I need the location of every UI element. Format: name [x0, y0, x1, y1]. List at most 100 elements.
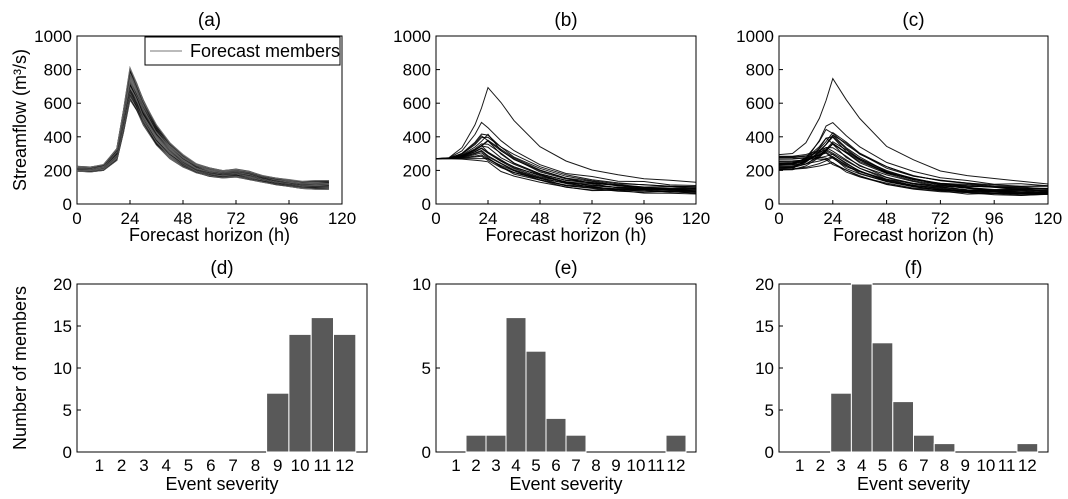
- x-tick-label: 72: [931, 209, 950, 228]
- panel-a-hydrograph: (a) 0 200 400 600 800 1000 0 24 48 72 96 120 Forecast…: [10, 10, 356, 245]
- panel-title: (c): [902, 10, 924, 31]
- panel-title: (e): [554, 258, 577, 279]
- x-tick-label: 48: [877, 209, 896, 228]
- y-tick-label: 5: [422, 359, 431, 378]
- x-tick-label: 120: [1034, 209, 1062, 228]
- x-axis-label: Forecast horizon (h): [485, 225, 646, 245]
- x-tick-label: 11: [314, 456, 332, 475]
- x-tick-label: 5: [878, 456, 887, 475]
- bar-severity-5: [525, 350, 547, 453]
- x-tick-label: 2: [117, 456, 126, 475]
- x-tick-label: 3: [139, 456, 148, 475]
- legend: Forecast members: [144, 36, 341, 66]
- y-tick-label: 200: [403, 161, 431, 180]
- y-tick-label: 600: [44, 94, 72, 113]
- x-tick-label: 11: [647, 456, 665, 475]
- x-tick-label: 72: [227, 209, 246, 228]
- y-tick-label: 20: [755, 275, 774, 294]
- bar-severity-2: [465, 434, 487, 453]
- forecast-member-line: [435, 86, 697, 183]
- y-tick-label: 0: [422, 443, 431, 462]
- y-tick-label: 0: [422, 195, 431, 214]
- plot-frame: [778, 35, 1049, 205]
- forecast-member-line: [436, 158, 697, 193]
- forecast-member-line: [778, 156, 1049, 195]
- forecast-member-line: [76, 68, 329, 183]
- y-tick-label: 0: [765, 443, 774, 462]
- bar-severity-3: [830, 392, 852, 453]
- forecast-member-line: [76, 98, 329, 190]
- forecast-member-line: [779, 161, 1049, 196]
- forecast-member-line: [778, 136, 1049, 192]
- x-tick-label: 24: [479, 209, 498, 228]
- y-tick-label: 0: [63, 195, 72, 214]
- x-tick-label: 7: [571, 456, 580, 475]
- y-tick-label: 10: [412, 275, 431, 294]
- forecast-member-line: [435, 121, 697, 186]
- x-tick-label: 2: [471, 456, 480, 475]
- x-tick-label: 1: [795, 456, 804, 475]
- y-tick-label: 800: [44, 61, 72, 80]
- y-tick-label: 1000: [393, 27, 431, 46]
- forecast-member-line: [435, 136, 697, 188]
- bars: [266, 317, 357, 453]
- x-axis-label: Forecast horizon (h): [833, 225, 994, 245]
- forecast-member-line: [76, 98, 329, 190]
- bar-severity-4: [505, 317, 527, 453]
- bar-severity-4: [850, 283, 873, 453]
- x-tick-label: 12: [667, 456, 686, 475]
- x-tick-label: 11: [998, 456, 1016, 475]
- y-tick-label: 5: [63, 401, 72, 420]
- panel-title: (d): [210, 258, 233, 279]
- x-tick-label: 2: [816, 456, 825, 475]
- forecast-member-line: [76, 65, 329, 182]
- x-tick-label: 4: [857, 456, 866, 475]
- x-tick-label: 0: [72, 209, 81, 228]
- bar-severity-6: [892, 401, 914, 453]
- y-tick-label: 200: [746, 161, 774, 180]
- x-tick-label: 72: [583, 209, 602, 228]
- y-tick-label: 20: [53, 275, 72, 294]
- legend-label: Forecast members: [190, 41, 340, 61]
- x-tick-label: 9: [960, 456, 969, 475]
- y-tick-label: 600: [403, 94, 431, 113]
- forecast-member-line: [76, 95, 329, 190]
- x-tick-label: 120: [328, 209, 356, 228]
- x-tick-label: 6: [551, 456, 560, 475]
- panel-title: (f): [905, 258, 923, 279]
- y-tick-label: 400: [403, 128, 431, 147]
- x-tick-label: 5: [531, 456, 540, 475]
- x-axis-label: Event severity: [509, 474, 622, 494]
- x-tick-label: 0: [431, 209, 440, 228]
- x-tick-label: 9: [611, 456, 620, 475]
- y-axis-label: Number of members: [10, 286, 30, 450]
- forecast-member-line: [778, 156, 1049, 195]
- x-tick-label: 24: [823, 209, 842, 228]
- x-tick-label: 12: [1018, 456, 1037, 475]
- x-tick-label: 1: [95, 456, 104, 475]
- panel-b-hydrograph: (b) 0 200 400 600 800 1000 0 24 48 72 96 120 Forecast…: [393, 10, 710, 245]
- forecast-member-line: [435, 158, 697, 195]
- x-tick-label: 12: [335, 456, 354, 475]
- x-tick-label: 96: [635, 209, 654, 228]
- x-axis-label: Event severity: [165, 474, 278, 494]
- forecast-member-line: [76, 85, 329, 187]
- x-tick-label: 6: [898, 456, 907, 475]
- bar-severity-3: [485, 434, 507, 453]
- bar-severity-12: [665, 434, 687, 453]
- bars: [465, 317, 687, 453]
- x-tick-label: 48: [531, 209, 550, 228]
- x-tick-label: 10: [291, 456, 310, 475]
- x-tick-label: 3: [836, 456, 845, 475]
- x-tick-label: 3: [491, 456, 500, 475]
- x-tick-label: 10: [976, 456, 995, 475]
- x-tick-label: 24: [121, 209, 140, 228]
- y-tick-label: 1000: [34, 27, 72, 46]
- plot-frame: [435, 35, 697, 205]
- x-tick-label: 7: [919, 456, 928, 475]
- bar-severity-11: [310, 317, 335, 453]
- panel-title: (b): [554, 10, 577, 31]
